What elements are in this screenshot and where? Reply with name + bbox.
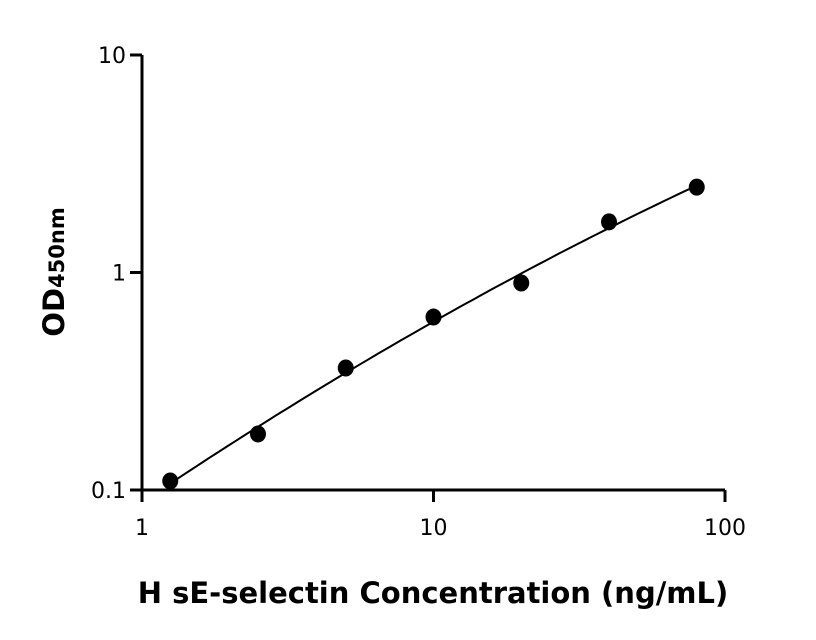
x-tick-label: 100 <box>704 516 746 541</box>
fit-curve <box>169 184 698 485</box>
data-point <box>425 308 442 326</box>
x-tick-label: 10 <box>420 516 448 541</box>
x-axis-title: H sE-selectin Concentration (ng/mL) <box>138 576 729 610</box>
y-axis-title-main: OD <box>37 288 71 337</box>
data-point <box>601 213 618 231</box>
data-points <box>162 178 705 490</box>
y-axis-title-sub: 450nm <box>45 207 69 288</box>
data-point <box>513 274 530 292</box>
y-axis-title: OD450nm <box>37 207 71 336</box>
data-point <box>337 359 354 377</box>
data-point <box>688 178 705 196</box>
data-point <box>162 472 179 490</box>
tick-labels: 1 10 100 0.1 1 10 <box>91 44 746 541</box>
y-tick-label: 0.1 <box>91 479 126 504</box>
y-tick-label: 1 <box>112 262 126 287</box>
y-tick-label: 10 <box>98 44 126 69</box>
axes <box>130 53 727 502</box>
data-point <box>249 425 266 443</box>
x-tick-label: 1 <box>135 516 149 541</box>
